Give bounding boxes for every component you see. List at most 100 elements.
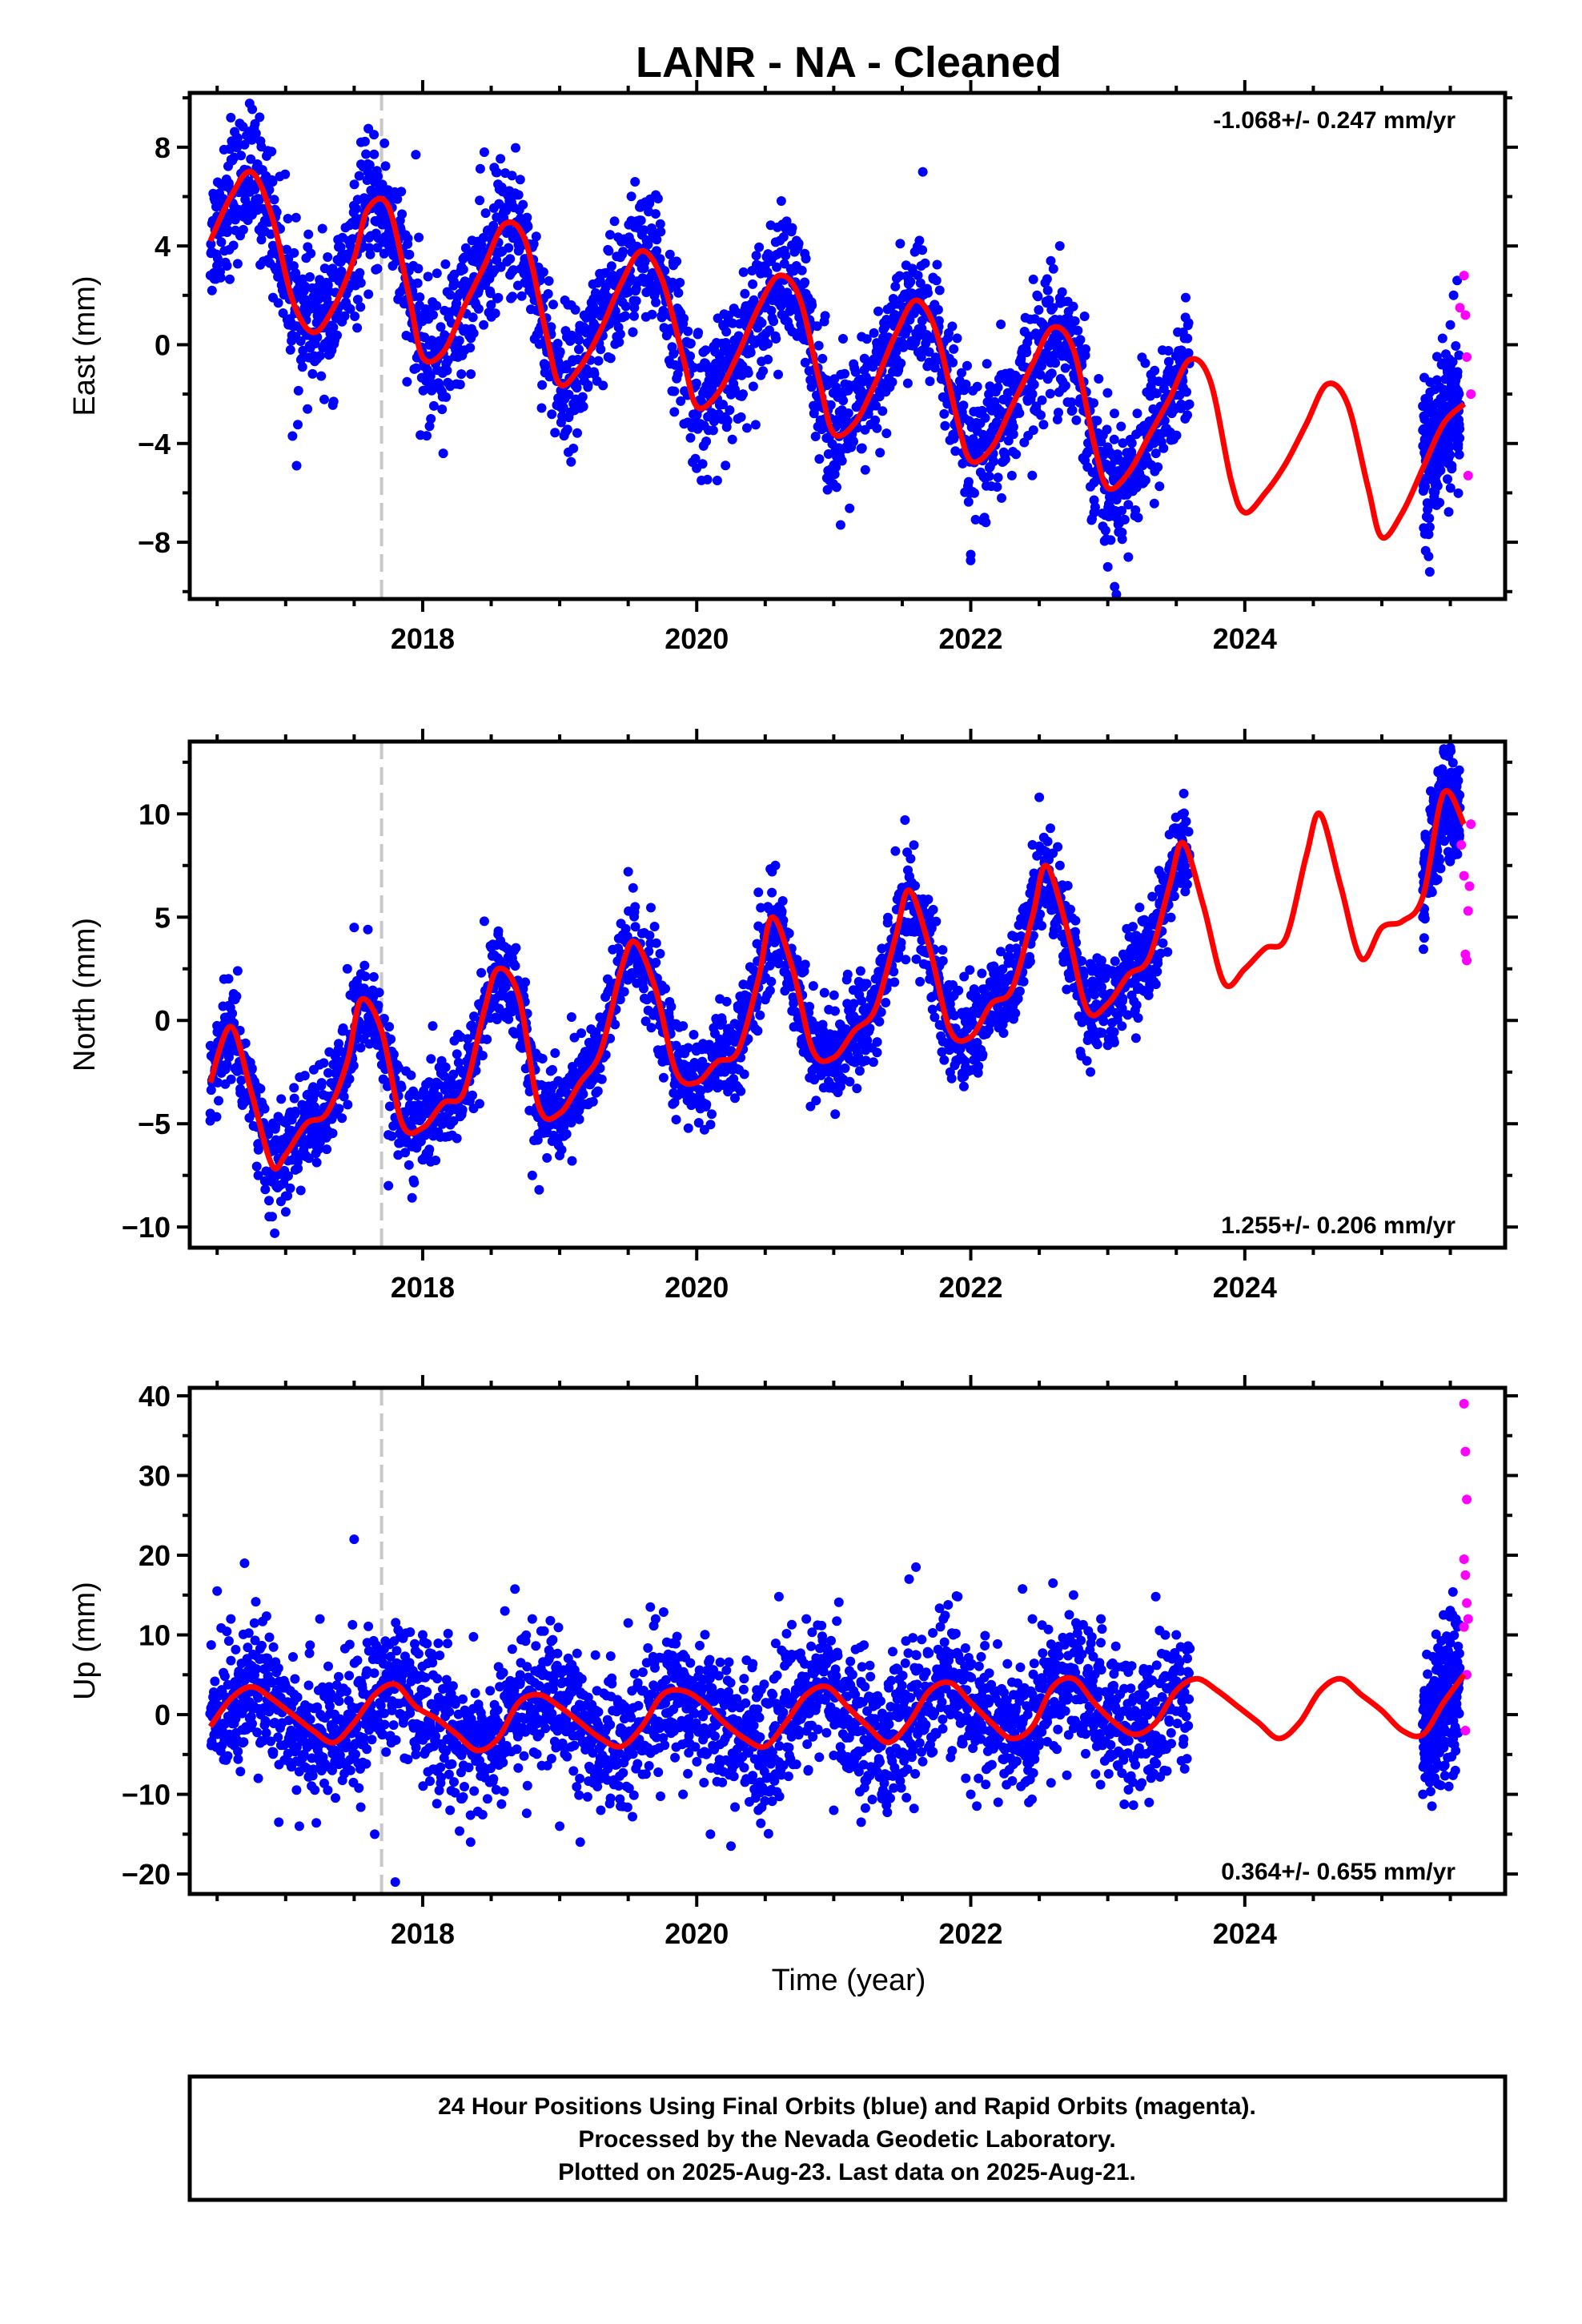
east-final-point	[890, 281, 901, 292]
east-final-point	[523, 222, 533, 231]
east-final-point	[345, 304, 355, 314]
east-final-point	[905, 276, 916, 287]
east-rapid-point	[1455, 303, 1465, 313]
east-final-point	[1114, 455, 1124, 465]
east-final-point	[1123, 500, 1134, 510]
east-final-point	[750, 420, 761, 430]
east-final-point	[1452, 367, 1463, 377]
north-final-point	[492, 1015, 502, 1024]
east-final-point	[961, 380, 971, 389]
east-final-point	[1423, 529, 1434, 540]
north-final-point	[360, 971, 371, 982]
east-final-point	[609, 216, 620, 227]
east-final-point	[763, 354, 773, 364]
east-final-point	[993, 382, 1003, 392]
east-final-point	[887, 377, 897, 388]
east-final-point	[620, 301, 631, 312]
east-final-point	[1035, 370, 1046, 380]
north-final-point	[950, 1011, 960, 1021]
east-final-point	[895, 239, 905, 249]
north-final-point	[396, 1082, 407, 1092]
east-final-point	[219, 144, 229, 155]
north-final-point	[510, 1028, 520, 1039]
east-final-point	[1451, 341, 1461, 351]
east-final-point	[915, 278, 926, 288]
east-final-point	[1445, 483, 1456, 493]
east-final-point	[1432, 480, 1443, 491]
east-final-point	[555, 347, 565, 357]
north-final-cloud	[205, 744, 1465, 1222]
east-final-point	[1110, 581, 1120, 592]
east-final-point	[606, 261, 616, 271]
east-final-point	[701, 345, 711, 356]
east-final-point	[538, 267, 548, 277]
east-final-point	[289, 247, 299, 258]
east-final-point	[872, 423, 882, 433]
east-final-point	[1011, 449, 1022, 460]
east-final-point	[1182, 410, 1192, 420]
north-final-point	[600, 1050, 611, 1060]
east-final-point	[877, 406, 888, 416]
east-final-point	[743, 368, 753, 378]
east-final-point	[896, 358, 906, 368]
east-x-tick-label: 2022	[938, 622, 1002, 655]
east-final-point	[880, 322, 890, 332]
east-final-point	[479, 320, 489, 330]
north-final-point	[630, 922, 640, 932]
east-final-point	[1042, 285, 1053, 296]
east-final-point	[536, 403, 547, 413]
east-final-point	[970, 514, 981, 525]
north-final-point	[260, 1184, 271, 1195]
east-final-point	[296, 353, 307, 364]
east-rapid-point	[1463, 470, 1473, 480]
east-final-point	[424, 421, 435, 432]
east-final-point	[468, 312, 478, 323]
east-final-point	[518, 199, 528, 210]
east-final-point	[989, 456, 999, 467]
north-final-point	[550, 1048, 560, 1058]
north-final-point	[842, 969, 853, 979]
east-final-point	[379, 138, 390, 148]
north-final-point	[855, 966, 865, 976]
east-plot-area	[205, 93, 1476, 599]
east-final-point	[1443, 507, 1454, 517]
east-final-point	[426, 414, 436, 424]
east-y-tick-label: 8	[155, 131, 171, 164]
north-final-point	[930, 1012, 940, 1023]
east-final-point	[456, 369, 467, 380]
north-final-point	[610, 1019, 620, 1030]
east-final-point	[293, 385, 303, 396]
east-final-point	[552, 339, 563, 348]
east-final-point	[534, 324, 544, 335]
north-final-point	[424, 1077, 434, 1088]
north-final-point	[731, 1032, 741, 1043]
east-final-point	[821, 472, 832, 483]
east-final-point	[418, 385, 428, 396]
north-final-point	[293, 1164, 303, 1174]
east-final-point	[655, 254, 665, 264]
east-final-point	[479, 147, 489, 157]
north-final-point	[705, 1120, 716, 1130]
east-final-point	[608, 270, 618, 280]
east-final-point	[511, 143, 520, 153]
north-final-point	[931, 916, 942, 927]
east-final-point	[572, 355, 583, 364]
east-final-point	[669, 348, 679, 359]
east-final-point	[380, 161, 391, 171]
north-final-point	[400, 1148, 411, 1158]
north-final-point	[452, 1133, 462, 1144]
east-final-point	[673, 287, 684, 298]
north-final-point	[784, 928, 794, 939]
north-final-point	[889, 967, 899, 977]
north-final-point	[766, 976, 777, 987]
east-final-point	[1150, 448, 1161, 459]
east-final-point	[1106, 535, 1116, 545]
east-final-point	[335, 242, 346, 252]
north-final-point	[271, 1121, 281, 1132]
east-final-point	[1109, 434, 1119, 444]
east-final-point	[655, 219, 665, 229]
east-final-point	[1045, 388, 1055, 399]
east-final-point	[550, 428, 560, 438]
east-final-point	[793, 239, 804, 249]
east-final-point	[255, 112, 265, 123]
